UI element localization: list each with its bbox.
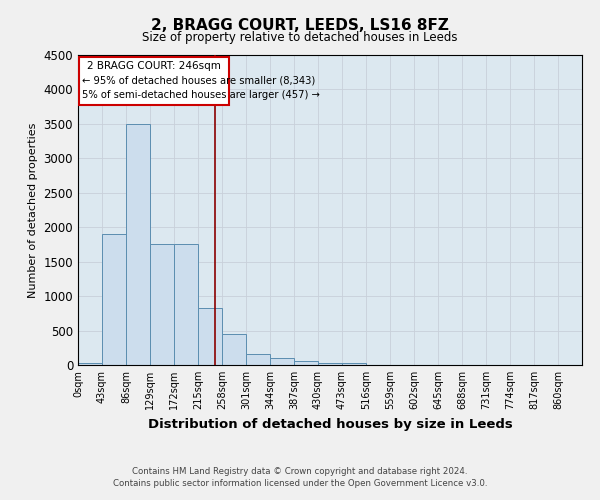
Text: Size of property relative to detached houses in Leeds: Size of property relative to detached ho… bbox=[142, 31, 458, 44]
Bar bbox=[222, 334, 246, 365]
Bar bbox=[174, 244, 198, 365]
Bar bbox=[246, 354, 270, 365]
Bar bbox=[318, 362, 342, 365]
X-axis label: Distribution of detached houses by size in Leeds: Distribution of detached houses by size … bbox=[148, 418, 512, 430]
Text: 2 BRAGG COURT: 246sqm: 2 BRAGG COURT: 246sqm bbox=[87, 61, 221, 71]
Bar bbox=[79, 57, 229, 104]
Bar bbox=[294, 361, 318, 365]
Text: ← 95% of detached houses are smaller (8,343): ← 95% of detached houses are smaller (8,… bbox=[82, 76, 316, 86]
Y-axis label: Number of detached properties: Number of detached properties bbox=[28, 122, 38, 298]
Bar bbox=[342, 364, 366, 365]
Bar bbox=[78, 363, 102, 365]
Bar bbox=[126, 124, 150, 365]
Bar bbox=[102, 234, 126, 365]
Bar bbox=[150, 244, 174, 365]
Text: Contains HM Land Registry data © Crown copyright and database right 2024.
Contai: Contains HM Land Registry data © Crown c… bbox=[113, 466, 487, 487]
Text: 5% of semi-detached houses are larger (457) →: 5% of semi-detached houses are larger (4… bbox=[82, 90, 320, 100]
Text: 2, BRAGG COURT, LEEDS, LS16 8FZ: 2, BRAGG COURT, LEEDS, LS16 8FZ bbox=[151, 18, 449, 32]
Bar bbox=[270, 358, 294, 365]
Bar bbox=[198, 308, 222, 365]
